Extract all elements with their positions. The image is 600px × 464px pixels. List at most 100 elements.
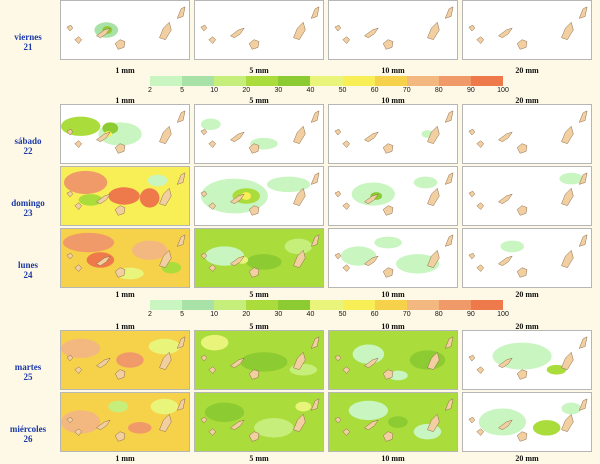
island-shape [74,428,83,436]
legend-ticks: 2 5 10 20 30 40 50 60 70 80 90 100 [148,311,509,320]
island-shape [95,357,111,369]
legend-tick-label: 50 [338,87,347,94]
precip-area [61,116,101,136]
island-shape [176,172,186,185]
precip-map-panel[interactable] [60,166,190,226]
precip-map-panel[interactable] [328,0,458,60]
threshold-label: 1 mm [115,322,135,331]
island-shape [95,193,111,205]
color-legend [150,76,504,86]
precip-area [532,420,561,436]
threshold-label: 5 mm [249,454,269,463]
island-shape [578,6,588,19]
island-shape [208,428,217,436]
island-shape [114,431,126,442]
precip-area [150,398,179,415]
precip-map-panel[interactable] [194,392,324,452]
legend-swatch [470,76,504,86]
island-shape [176,336,186,349]
island-shape [444,398,454,411]
precip-area [388,416,408,428]
island-shape [66,354,74,362]
precip-map-panel[interactable] [462,330,592,390]
island-shape [310,6,320,19]
island-shape [497,193,513,205]
precip-area [478,408,527,436]
precip-map-panel[interactable] [328,330,458,390]
precip-map-panel[interactable] [194,0,324,60]
island-shape [444,172,454,185]
island-shape [159,21,172,40]
day-name: domingo [11,198,45,208]
island-shape [114,205,126,216]
legend-tick-label: 20 [242,311,251,318]
precip-area [108,187,140,205]
precip-area [352,344,385,364]
precip-map [463,167,591,225]
threshold-label: 5 mm [249,66,269,75]
precip-map-panel[interactable] [194,330,324,390]
threshold-label: 10 mm [381,454,405,463]
legend-swatch [278,76,311,86]
island-shape [363,131,379,143]
precip-map [463,229,591,287]
precip-map-panel[interactable] [60,392,190,452]
precip-map-panel[interactable] [60,330,190,390]
island-shape [382,39,394,50]
island-shape [468,190,476,198]
legend-tick-label: 100 [497,311,509,318]
island-shape [578,110,588,123]
precip-map-panel[interactable] [194,228,324,288]
island-shape [578,234,588,247]
precip-map-panel[interactable] [328,166,458,226]
island-shape [382,431,394,442]
island-shape [159,249,172,268]
legend-swatch [470,300,504,310]
island-shape [95,419,111,431]
island-shape [342,140,351,148]
island-shape [74,202,83,210]
precip-map-panel[interactable] [462,228,592,288]
island-shape [363,27,379,39]
island-shape [561,249,574,268]
precip-map-panel[interactable] [60,0,190,60]
precip-map [463,393,591,451]
island-shape [293,413,306,432]
precip-map-panel[interactable] [462,392,592,452]
precip-area [108,400,128,413]
precip-area [61,338,101,359]
island-shape [159,187,172,206]
island-shape [334,24,342,32]
day-name: martes [14,362,42,372]
legend-swatch [150,76,183,86]
legend-tick-label: 60 [370,311,379,318]
threshold-label: 5 mm [249,96,269,105]
island-shape [497,27,513,39]
island-shape [561,187,574,206]
precip-map [463,105,591,163]
island-shape [363,419,379,431]
day-number: 21 [23,42,33,52]
island-shape [468,354,476,362]
threshold-label: 1 mm [115,66,135,75]
island-shape [363,357,379,369]
precip-map-panel[interactable] [328,392,458,452]
precip-area [148,338,181,355]
precip-map-panel[interactable] [462,0,592,60]
precip-map-panel[interactable] [462,166,592,226]
precip-map-panel[interactable] [328,104,458,164]
island-shape [229,193,245,205]
legend-tick-label: 2 [148,311,152,318]
legend-swatch [310,300,343,310]
precip-area [102,122,119,134]
island-shape [427,21,440,40]
island-shape [208,202,217,210]
day-label: sábado 22 [0,136,56,156]
precip-map-panel[interactable] [60,228,190,288]
precip-map-panel[interactable] [194,166,324,226]
precip-map-panel[interactable] [194,104,324,164]
precip-map-panel[interactable] [60,104,190,164]
precip-map-panel[interactable] [328,228,458,288]
precip-map-panel[interactable] [462,104,592,164]
legend-tick-label: 80 [434,87,443,94]
